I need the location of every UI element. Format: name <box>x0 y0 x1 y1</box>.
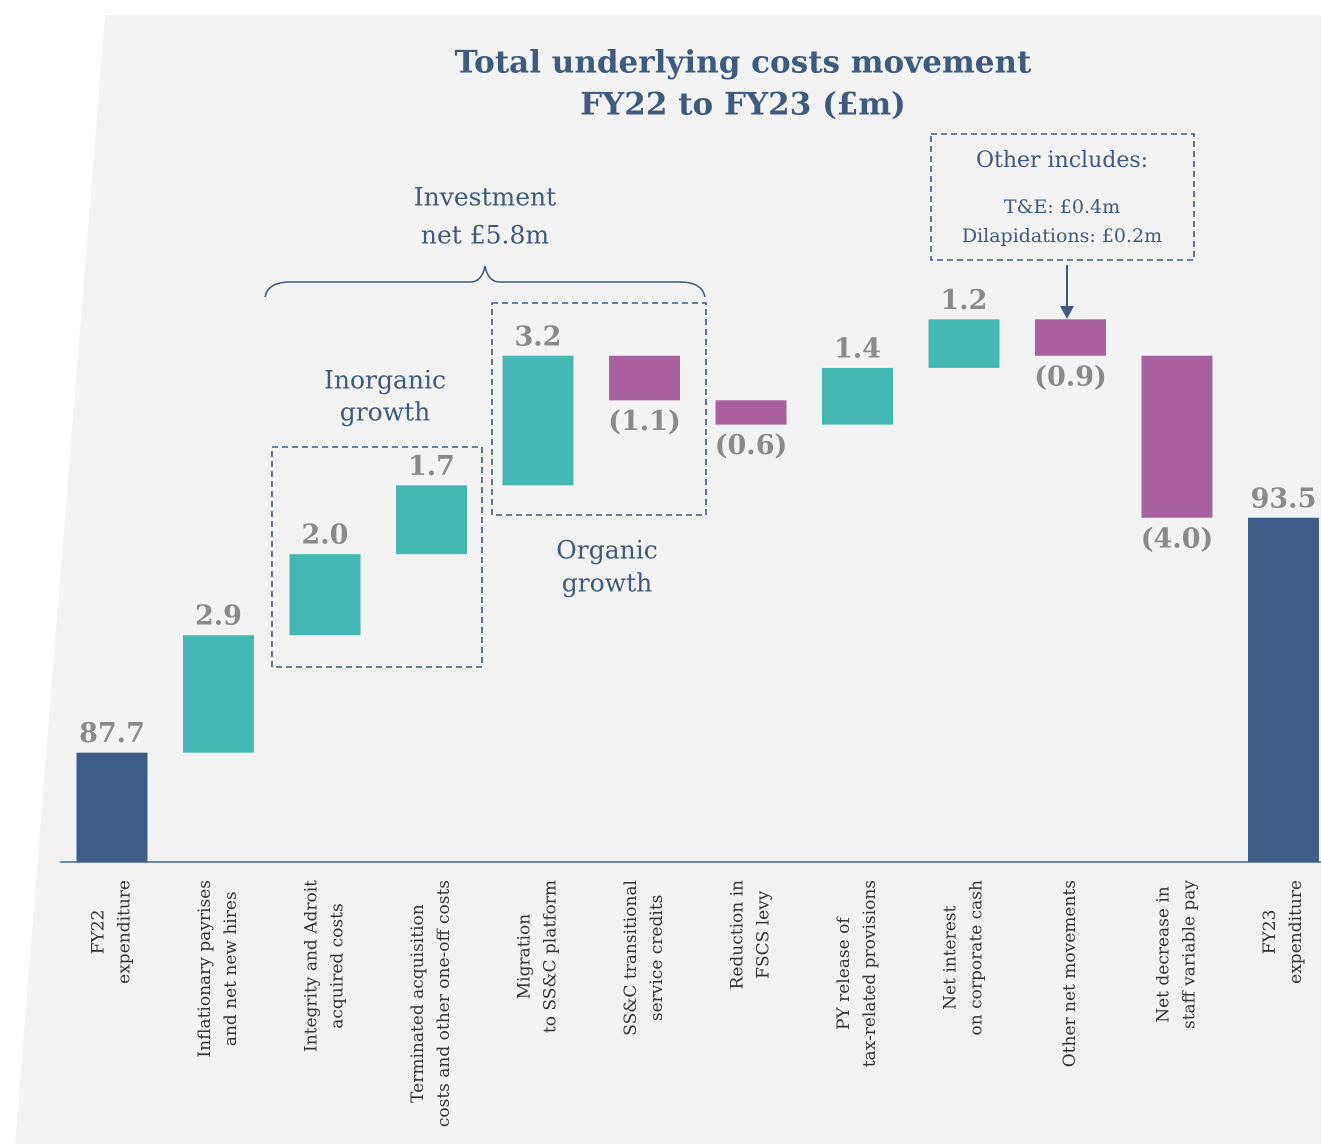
x-tick-label: tax-related provisions <box>860 880 880 1067</box>
data-label: 1.4 <box>834 333 881 364</box>
x-tick-label: FY22 <box>89 910 109 955</box>
x-tick-label: Integrity and Adroit <box>302 880 322 1052</box>
bar <box>183 635 254 753</box>
annotation: Other includes: <box>976 148 1148 173</box>
x-tick-label: Reduction in <box>728 880 748 990</box>
bar <box>396 485 467 555</box>
data-label: 93.5 <box>1251 483 1317 514</box>
x-tick-label: Net interest <box>941 905 961 1009</box>
data-label: 87.7 <box>79 718 145 749</box>
bar <box>928 319 1000 368</box>
x-tick-label: to SS&C platform <box>541 880 561 1033</box>
annotation: Inorganic <box>324 366 446 395</box>
bar <box>1248 517 1319 862</box>
data-label: 1.7 <box>408 451 455 482</box>
annotation: net £5.8m <box>421 221 550 250</box>
chart-title: Total underlying costs movement <box>455 45 1032 81</box>
x-tick-label: Inflationary payrises <box>195 880 215 1058</box>
bar <box>822 367 893 425</box>
x-tick-label: acquired costs <box>328 903 348 1028</box>
x-tick-label: costs and other one-off costs <box>434 880 454 1127</box>
x-tick-label: service credits <box>647 895 667 1022</box>
data-label: (1.1) <box>608 406 681 437</box>
arrow-head <box>1060 306 1074 319</box>
bar <box>289 554 361 636</box>
bar <box>1035 319 1106 356</box>
x-tick-label: Other net movements <box>1060 880 1080 1067</box>
annotation: Investment <box>414 183 556 212</box>
x-tick-label: staff variable pay <box>1180 880 1200 1029</box>
x-tick-label: on corporate cash <box>967 880 987 1036</box>
data-label: 2.9 <box>195 601 242 632</box>
data-label: (0.6) <box>715 430 788 461</box>
x-tick-label: Net decrease in <box>1154 886 1174 1023</box>
annotation: growth <box>562 569 653 598</box>
chart-title: FY22 to FY23 (£m) <box>580 87 906 123</box>
group-box <box>491 302 707 516</box>
note-box <box>930 133 1195 261</box>
annotation: growth <box>340 398 431 427</box>
x-tick-label: Terminated acquisition <box>408 904 428 1103</box>
bar <box>609 355 680 401</box>
x-tick-label: and net new hires <box>221 891 241 1046</box>
group-box <box>271 446 483 668</box>
x-tick-label: SS&C transitional <box>621 880 641 1036</box>
data-label: (4.0) <box>1141 523 1214 554</box>
x-tick-label: Migration <box>515 914 535 999</box>
x-tick-label: FY23 <box>1260 910 1280 955</box>
data-label: 2.0 <box>302 520 349 551</box>
bar <box>715 400 787 425</box>
data-label: 3.2 <box>515 321 562 352</box>
bar <box>502 355 574 486</box>
annotation: Dilapidations: £0.2m <box>962 225 1162 247</box>
data-label: 1.2 <box>941 285 988 316</box>
x-tick-label: PY release of <box>834 916 854 1030</box>
brace <box>264 265 706 298</box>
x-tick-label: FSCS levy <box>754 890 774 979</box>
bar <box>1141 355 1213 518</box>
data-label: (0.9) <box>1034 361 1107 392</box>
annotation: Organic <box>556 536 657 565</box>
x-tick-label: expenditure <box>1286 880 1306 984</box>
annotation: T&E: £0.4m <box>1004 196 1120 218</box>
x-tick-label: expenditure <box>115 880 135 984</box>
bar <box>76 752 148 862</box>
